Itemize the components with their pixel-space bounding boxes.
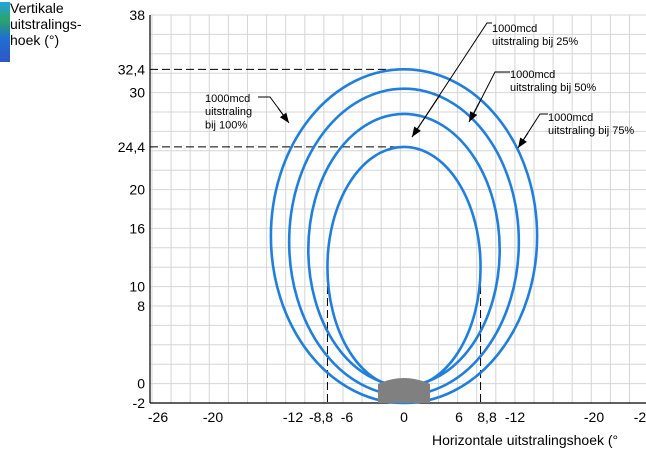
annotation-50-arrowhead <box>469 111 478 122</box>
y-axis-title: Vertikale uitstralings- hoek (°) <box>10 0 82 48</box>
x-tick-label: -2 <box>634 409 646 425</box>
y-tick-label: 20 <box>129 182 145 198</box>
led-body <box>378 378 430 403</box>
x-tick-label: -26 <box>148 409 168 425</box>
x-tick-label: -12 <box>505 409 525 425</box>
y-tick-label: 30 <box>129 85 145 101</box>
x-tick-label: 0 <box>400 409 408 425</box>
x-tick-label: -8,8 <box>309 409 333 425</box>
x-axis-title: Horizontale uitstralingshoek (° <box>432 432 618 448</box>
annotation-75: 1000mcd uitstraling bij 75% <box>548 112 634 137</box>
x-tick-label: 8,8 <box>477 409 497 425</box>
y-tick-label: 10 <box>129 279 145 295</box>
y-tick-label: 24,4 <box>118 139 145 155</box>
annotation-25: 1000mcd uitstraling bij 25% <box>492 23 578 48</box>
y-tick-label: 32,4 <box>118 61 145 77</box>
y-tick-label: 8 <box>137 298 145 314</box>
annotation-100-arrowhead <box>279 112 289 123</box>
y-tick-label: 0 <box>137 376 145 392</box>
y-tick-label: 38 <box>129 7 145 23</box>
x-tick-label: -12 <box>283 409 303 425</box>
y-axis-title-block: Vertikale uitstralings- hoek (°) <box>0 0 110 64</box>
series-ellipse-1 <box>269 68 539 405</box>
led-color-swatch <box>0 2 10 62</box>
annotation-50: 1000mcd uitstraling bij 50% <box>510 69 596 94</box>
annotation-25-arrowhead <box>412 126 421 137</box>
annotation-75-arrowhead <box>518 137 527 148</box>
x-tick-label: -20 <box>203 409 223 425</box>
y-tick-label: 16 <box>129 220 145 236</box>
x-tick-label: 6 <box>455 409 463 425</box>
annotation-100: 1000mcd uitstraling bij 100% <box>205 93 252 131</box>
x-tick-label: -20 <box>584 409 604 425</box>
x-tick-label: -6 <box>341 409 354 425</box>
y-tick-label: -2 <box>133 395 146 411</box>
